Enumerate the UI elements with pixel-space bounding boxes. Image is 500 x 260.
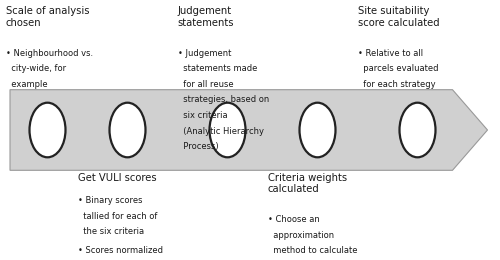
Ellipse shape (30, 103, 66, 157)
Ellipse shape (400, 103, 436, 157)
Text: Get VULI scores: Get VULI scores (78, 173, 156, 183)
Text: Scale of analysis
chosen: Scale of analysis chosen (6, 6, 89, 28)
Ellipse shape (300, 103, 336, 157)
Text: for each strategy: for each strategy (358, 80, 435, 89)
Text: • Relative to all: • Relative to all (358, 49, 422, 58)
Text: city-wide, for: city-wide, for (6, 64, 66, 73)
Polygon shape (10, 90, 488, 170)
Text: the six criteria: the six criteria (78, 228, 144, 237)
Text: for all reuse: for all reuse (178, 80, 233, 89)
Text: Judgement
statements: Judgement statements (178, 6, 234, 28)
Text: strategies, based on: strategies, based on (178, 95, 269, 105)
Text: method to calculate: method to calculate (268, 246, 357, 255)
Text: parcels evaluated: parcels evaluated (358, 64, 438, 73)
Text: • Choose an: • Choose an (268, 215, 320, 224)
Text: Site suitability
score calculated: Site suitability score calculated (358, 6, 439, 28)
Text: • Binary scores: • Binary scores (78, 196, 142, 205)
Text: tallied for each of: tallied for each of (78, 212, 157, 221)
Text: statements made: statements made (178, 64, 257, 73)
Text: approximation: approximation (268, 231, 334, 240)
Text: Process): Process) (178, 142, 218, 151)
Ellipse shape (110, 103, 146, 157)
Text: example: example (6, 80, 48, 89)
Text: • Scores normalized: • Scores normalized (78, 246, 162, 255)
Text: • Judgement: • Judgement (178, 49, 231, 58)
Text: six criteria: six criteria (178, 111, 227, 120)
Text: • Neighbourhood vs.: • Neighbourhood vs. (6, 49, 93, 58)
Text: (Analytic Hierarchy: (Analytic Hierarchy (178, 127, 264, 136)
Ellipse shape (210, 103, 246, 157)
Text: Criteria weights
calculated: Criteria weights calculated (268, 173, 346, 194)
